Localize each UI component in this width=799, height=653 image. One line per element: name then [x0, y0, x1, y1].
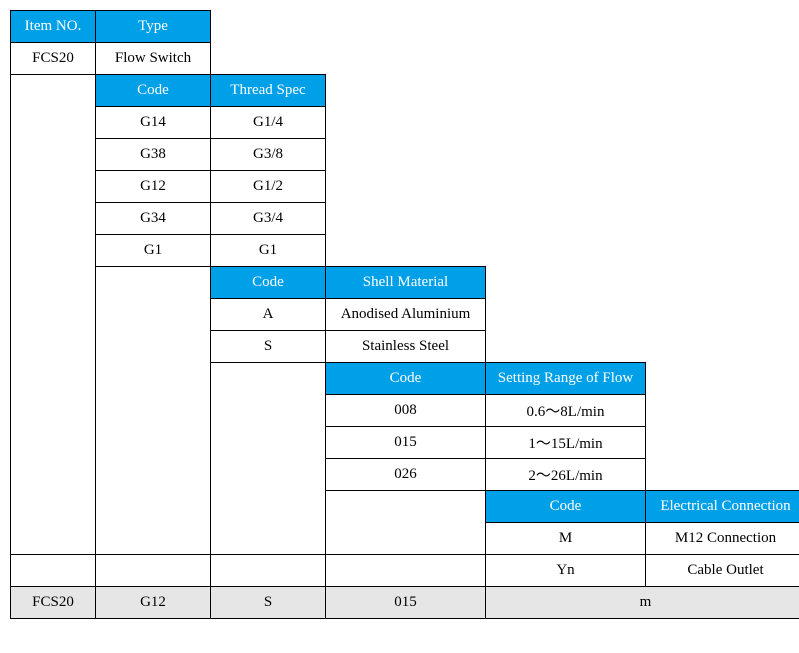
- flow-code: 008: [326, 395, 486, 427]
- header-flow-range: Setting Range of Flow: [486, 363, 646, 395]
- summary-thread: G12: [96, 587, 211, 619]
- thread-code: G14: [96, 107, 211, 139]
- elec-code: M: [486, 523, 646, 555]
- flow-range: 0.6～8L/min: [486, 395, 646, 427]
- spacer-col4b: [326, 555, 486, 587]
- thread-code: G1: [96, 235, 211, 267]
- flow-code: 015: [326, 427, 486, 459]
- header-code-thread: Code: [96, 75, 211, 107]
- elec-code: Yn: [486, 555, 646, 587]
- header-elec-conn: Electrical Connection: [646, 491, 799, 523]
- thread-code: G34: [96, 203, 211, 235]
- elec-conn: Cable Outlet: [646, 555, 799, 587]
- spacer-col2: [96, 267, 211, 555]
- spacer-col1: [11, 75, 96, 555]
- shell-material: Anodised Aluminium: [326, 299, 486, 331]
- summary-elec: m: [486, 587, 799, 619]
- header-type: Type: [96, 11, 211, 43]
- spacer-col3: [211, 363, 326, 555]
- spacer-col2b: [96, 555, 211, 587]
- flow-range: 1～15L/min: [486, 427, 646, 459]
- header-shell-material: Shell Material: [326, 267, 486, 299]
- thread-spec: G1/4: [211, 107, 326, 139]
- shell-code: S: [211, 331, 326, 363]
- item-no-value: FCS20: [11, 43, 96, 75]
- thread-spec: G1/2: [211, 171, 326, 203]
- header-code-flow: Code: [326, 363, 486, 395]
- thread-spec: G3/8: [211, 139, 326, 171]
- shell-material: Stainless Steel: [326, 331, 486, 363]
- shell-code: A: [211, 299, 326, 331]
- header-code-elec: Code: [486, 491, 646, 523]
- summary-shell: S: [211, 587, 326, 619]
- spacer-col1b: [11, 555, 96, 587]
- ordering-code-table: Item NO. Type FCS20 Flow Switch Code Thr…: [10, 10, 799, 619]
- header-item-no: Item NO.: [11, 11, 96, 43]
- thread-code: G12: [96, 171, 211, 203]
- thread-code: G38: [96, 139, 211, 171]
- flow-code: 026: [326, 459, 486, 491]
- elec-conn: M12 Connection: [646, 523, 799, 555]
- thread-spec: G1: [211, 235, 326, 267]
- flow-range: 2～26L/min: [486, 459, 646, 491]
- summary-item-no: FCS20: [11, 587, 96, 619]
- spacer-col3b: [211, 555, 326, 587]
- item-type-value: Flow Switch: [96, 43, 211, 75]
- summary-flow: 015: [326, 587, 486, 619]
- spacer-col4: [326, 491, 486, 555]
- header-code-shell: Code: [211, 267, 326, 299]
- header-thread-spec: Thread Spec: [211, 75, 326, 107]
- thread-spec: G3/4: [211, 203, 326, 235]
